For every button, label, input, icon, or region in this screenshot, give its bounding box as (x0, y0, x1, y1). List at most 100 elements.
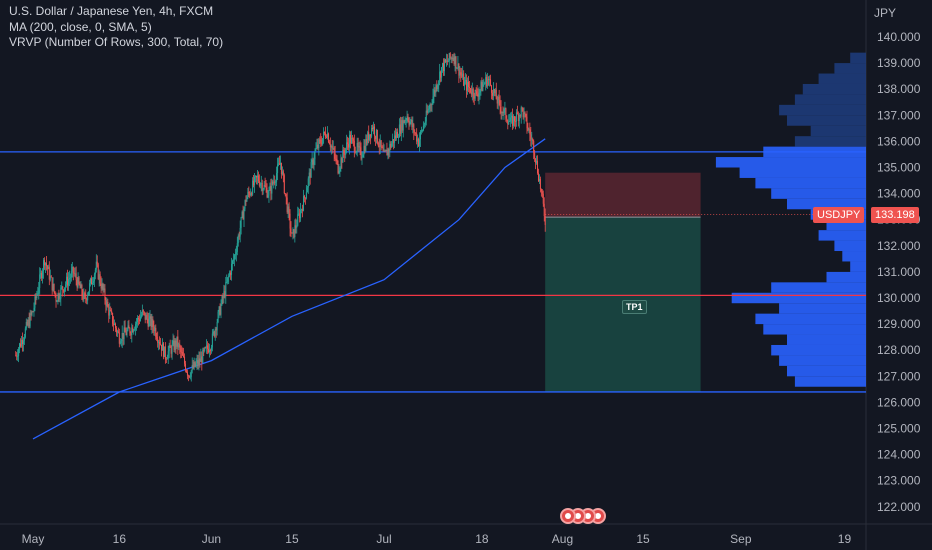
y-tick-label: 130.000 (877, 291, 921, 305)
candle-body (529, 129, 531, 135)
candle-body (343, 149, 345, 154)
candle-body (114, 323, 116, 325)
candle-body (540, 189, 542, 192)
ma-indicator-label[interactable]: MA (200, close, 0, SMA, 5) (9, 19, 152, 34)
candle-body (459, 72, 461, 76)
candle-body (244, 200, 246, 209)
candle-body (302, 209, 304, 211)
candle-body (210, 347, 212, 351)
volume-profile-bar (715, 157, 866, 168)
candle-body (36, 294, 38, 299)
volume-profile-bar (834, 240, 866, 252)
candle-body (232, 260, 234, 264)
candle-body (499, 100, 501, 107)
candle-body (353, 140, 355, 152)
candle-body (28, 319, 30, 327)
candle-body (446, 60, 448, 62)
candle-body (478, 92, 480, 97)
candle-body (310, 162, 312, 178)
candle-body (167, 351, 169, 359)
y-tick-label: 135.000 (877, 161, 921, 175)
candle-body (157, 339, 159, 343)
candle-body (156, 336, 158, 340)
candle-body (320, 139, 322, 144)
candle-body (109, 309, 111, 316)
candle-body (93, 274, 95, 282)
candle-body (248, 191, 250, 194)
candle-body (54, 291, 56, 295)
volume-profile-bar (850, 52, 866, 64)
candle-body (161, 343, 163, 351)
candle-body (333, 147, 335, 154)
candle-body (431, 103, 433, 105)
candle-body (107, 301, 109, 308)
candle-body (51, 277, 53, 291)
candle-body (443, 59, 445, 72)
candle-body (393, 139, 395, 143)
candle-body (53, 283, 55, 292)
candle-body (367, 132, 369, 144)
candle-body (202, 349, 204, 363)
candle-body (386, 149, 388, 156)
candle-body (420, 131, 422, 140)
candle-body (434, 90, 436, 93)
candle-body (263, 185, 265, 190)
candle-body (364, 145, 366, 152)
candle-body (371, 127, 373, 137)
volume-profile-bar (787, 115, 866, 126)
y-tick-label: 137.000 (877, 108, 921, 122)
candle-body (311, 159, 313, 163)
candle-body (130, 333, 132, 336)
candle-body (118, 332, 120, 344)
candle-body (330, 145, 332, 148)
candle-body (280, 162, 282, 175)
candle-body (420, 130, 422, 132)
candle-body (206, 345, 208, 348)
candle-body (241, 211, 243, 218)
candle-body (328, 142, 330, 145)
candle-body (510, 117, 512, 122)
candle-body (488, 79, 490, 80)
candle-body (108, 307, 110, 316)
candle-body (301, 209, 303, 211)
chart-legend: U.S. Dollar / Japanese Yen, 4h, FXCM MA … (9, 4, 223, 51)
candle-body (323, 131, 325, 139)
candle-body (267, 195, 269, 198)
candle-body (283, 175, 285, 194)
symbol-title[interactable]: U.S. Dollar / Japanese Yen, 4h, FXCM (9, 4, 214, 18)
candle-body (303, 196, 305, 198)
candle-body (89, 283, 91, 292)
candle-body (381, 146, 383, 148)
candle-body (350, 137, 352, 144)
candle-body (319, 139, 321, 141)
volume-profile-bar (842, 251, 866, 262)
symbol-badge: USDJPY (813, 207, 865, 223)
candle-body (45, 262, 47, 266)
candle-body (504, 108, 506, 110)
candle-body (128, 325, 130, 329)
candle-body (139, 316, 141, 321)
vrvp-indicator-label[interactable]: VRVP (Number Of Rows, 300, Total, 70) (9, 35, 224, 49)
candle-body (423, 124, 425, 126)
y-tick-label: 122.000 (877, 500, 921, 514)
candle-body (81, 285, 83, 295)
replay-button[interactable] (560, 508, 622, 524)
candle-body (365, 138, 367, 152)
candle-body (240, 217, 242, 228)
candle-body (522, 108, 524, 118)
candle-body (408, 121, 410, 125)
candle-body (50, 276, 52, 278)
volume-profile-bar (850, 261, 866, 272)
candle-body (44, 262, 46, 266)
candle-body (246, 197, 248, 202)
candle-body (294, 225, 296, 238)
candle-body (126, 330, 128, 336)
volume-profile-bar (794, 376, 866, 387)
candle-body (383, 150, 385, 152)
tp1-label[interactable]: TP1 (622, 300, 647, 314)
candle-body (21, 339, 23, 345)
candle-body (462, 73, 464, 77)
candle-body (153, 326, 155, 332)
